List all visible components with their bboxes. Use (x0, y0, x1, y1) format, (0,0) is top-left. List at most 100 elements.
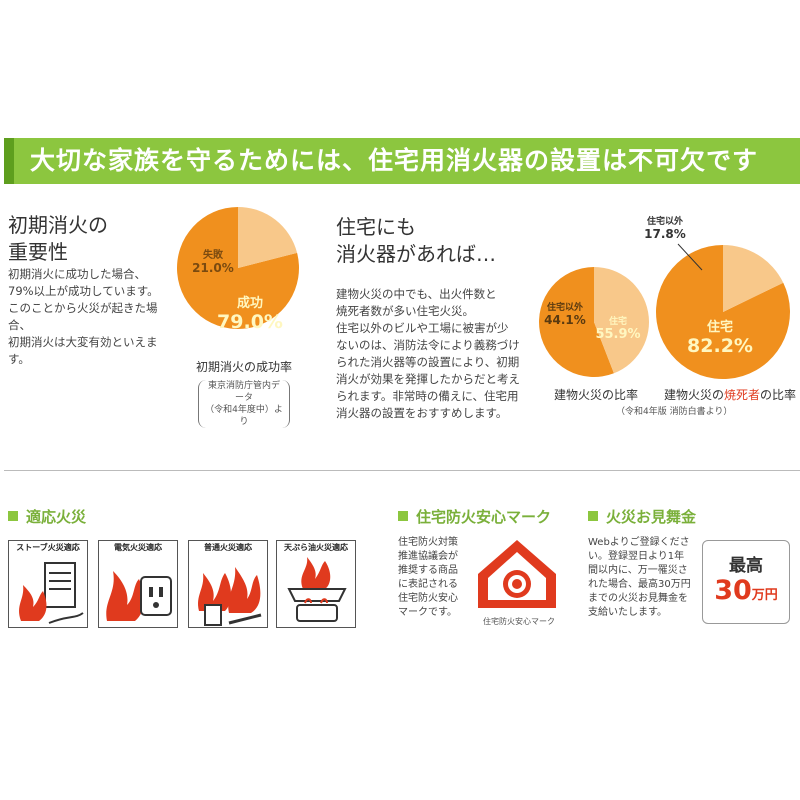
mark-body-line: 推奨する商品 (398, 565, 458, 576)
pie3-house-label: 住宅 82.2% (680, 316, 760, 357)
mark-body: 住宅防火対策 推進協議会が 推奨する商品 に表記される 住宅防火安心 マークです… (398, 536, 468, 620)
prize-box-amount: 30万円 (703, 576, 789, 611)
residential-body-line: られた消火器等の設置により、初期 (336, 355, 520, 369)
ordinary-fire-icon (198, 567, 262, 626)
pie3-caption-post: の比率 (760, 388, 797, 402)
title-banner (4, 138, 800, 184)
pie3-leader-line (677, 243, 703, 271)
prize-heading-text: 火災お見舞金 (606, 508, 697, 526)
prize-heading: 火災お見舞金 (588, 506, 696, 527)
pie3-house-name: 住宅 (706, 320, 733, 335)
pie1-success-value: 79.0% (217, 311, 283, 333)
stove-fire-label: ストーブ火災適応 (16, 543, 80, 552)
electric-fire-icon (106, 571, 172, 621)
pie3-caption: 建物火災の焼死者の比率 (664, 386, 796, 403)
pie3-other-label: 住宅以外 17.8% (640, 214, 690, 241)
initial-title: 初期消火の 重要性 (8, 212, 108, 266)
pie1-source: 東京消防庁管内データ （令和4年度中）より (198, 380, 290, 428)
initial-body-line: 79%以上が成功しています。 (8, 284, 159, 298)
residential-body-line: ないのは、消防法令により義務づけ (336, 338, 520, 352)
pie2-house-value: 55.9% (595, 327, 641, 342)
section-divider (4, 470, 800, 471)
mark-body-line: に表記される (398, 579, 458, 590)
suitable-heading-text: 適応火災 (26, 508, 87, 526)
prize-body-line: までの火災お見舞金を (588, 593, 688, 604)
pie-slice-minor (723, 245, 784, 312)
residential-body-line: 消火器の設置をおすすめします。 (336, 406, 508, 420)
pie1-fail-label: 失敗 21.0% (188, 246, 238, 275)
pie1-fail-name: 失敗 (203, 250, 223, 261)
stove-fire-card: ストーブ火災適応 (8, 540, 88, 628)
mark-logo-caption: 住宅防火安心マーク (483, 617, 555, 626)
pie1-source-line2: （令和4年度中）より (205, 405, 283, 427)
initial-body: 初期消火に成功した場合、 79%以上が成功しています。 このことから火災が起きた… (8, 266, 176, 368)
initial-body-line: このことから火災が起きた場合、 (8, 301, 158, 332)
pie2-caption: 建物火災の比率 (554, 388, 639, 402)
prize-body-line: Webよりご登録くださ (588, 537, 690, 548)
mark-body-line: 住宅防火安心 (398, 593, 458, 604)
pie2-house-label: 住宅 55.9% (593, 314, 643, 342)
residential-body-line: 住宅以外のビルや工場に被害が少 (336, 321, 509, 335)
electric-fire-label: 電気火災適応 (114, 543, 162, 552)
prize-body-line: 支給いたします。 (588, 607, 667, 618)
mark-body-line: 住宅防火対策 (398, 537, 458, 548)
oil-fire-label: 天ぷら油火災適応 (284, 543, 348, 552)
prize-amount-number: 30 (714, 575, 752, 606)
pie3-other-name: 住宅以外 (646, 217, 683, 227)
prize-body: Webよりご登録くださ い。登録翌日より1年 間以内に、万一罹災さ れた場合、最… (588, 536, 700, 620)
pie1-source-line1: 東京消防庁管内データ (207, 381, 280, 403)
mark-body-line: 推進協議会が (398, 551, 458, 562)
banner-title: 大切な家族を守るためには、住宅用消火器の設置は不可欠です (30, 146, 759, 175)
prize-body-line: 間以内に、万一罹災さ (588, 565, 688, 576)
pie2-other-name: 住宅以外 (546, 303, 583, 313)
oil-fire-icon (287, 557, 347, 622)
heading-square-icon (8, 511, 18, 521)
pie-chart-fire-deaths (656, 245, 790, 379)
oil-fire-card: 天ぷら油火災適応 (276, 540, 356, 628)
prize-amount-unit: 万円 (751, 588, 778, 603)
residential-body-line: 消火が効果を発揮したからだと考え (336, 372, 520, 386)
pie3-caption-pre: 建物火災の (664, 388, 725, 402)
pie-slice-minor (238, 207, 298, 268)
residential-body-line: られます。非常時の備えに、住宅用 (336, 389, 519, 403)
charts-source: （令和4年版 消防白書より） (616, 407, 733, 417)
suitable-heading: 適応火災 (8, 506, 86, 527)
pie2-other-value: 44.1% (544, 313, 586, 327)
initial-body-line: 初期消火は大変有効といえます。 (8, 335, 158, 366)
pie1-fail-value: 21.0% (192, 261, 234, 275)
electric-fire-card: 電気火災適応 (98, 540, 178, 628)
mark-body-line: マークです。 (398, 607, 457, 618)
pie1-success-label: 成功 79.0% (205, 292, 295, 333)
mark-heading: 住宅防火安心マーク (398, 506, 551, 527)
ordinary-fire-card: 普通火災適応 (188, 540, 268, 628)
pie2-house-name: 住宅 (608, 317, 627, 327)
pie-slice-minor (594, 267, 649, 374)
residential-title-line1: 住宅にも (336, 215, 416, 239)
pie-chart-initial-success (177, 207, 299, 329)
prize-body-line: れた場合、最高30万円 (588, 579, 691, 590)
initial-body-line: 初期消火に成功した場合、 (8, 267, 146, 281)
pie3-other-value: 17.8% (644, 227, 686, 241)
heading-square-icon (398, 511, 408, 521)
prize-box-top: 最高 (729, 556, 763, 576)
residential-title-line2: 消火器があれば… (336, 242, 496, 266)
pie1-success-name: 成功 (236, 296, 263, 311)
house-safety-mark-icon (478, 540, 556, 608)
stove-fire-icon (19, 562, 84, 624)
residential-body-line: 建物火災の中でも、出火件数と (336, 287, 497, 301)
ordinary-fire-label: 普通火災適応 (204, 543, 252, 552)
pie-chart-building-fires (538, 267, 649, 377)
prize-amount-box: 最高 30万円 (702, 540, 790, 624)
pie3-caption-highlight: 焼死者 (724, 388, 761, 402)
prize-body-line: い。登録翌日より1年 (588, 551, 685, 562)
pie-slice-major (538, 267, 614, 377)
heading-square-icon (588, 511, 598, 521)
residential-body-line: 焼死者数が多い住宅火災。 (336, 304, 474, 318)
residential-body: 建物火災の中でも、出火件数と 焼死者数が多い住宅火災。 住宅以外のビルや工場に被… (336, 286, 536, 422)
residential-title: 住宅にも 消火器があれば… (336, 214, 496, 268)
initial-title-line2: 重要性 (8, 240, 68, 264)
mark-heading-text: 住宅防火安心マーク (416, 508, 552, 526)
banner-accent-stripe (4, 138, 14, 184)
initial-title-line1: 初期消火の (8, 213, 108, 237)
pie1-caption: 初期消火の成功率 (196, 360, 293, 374)
